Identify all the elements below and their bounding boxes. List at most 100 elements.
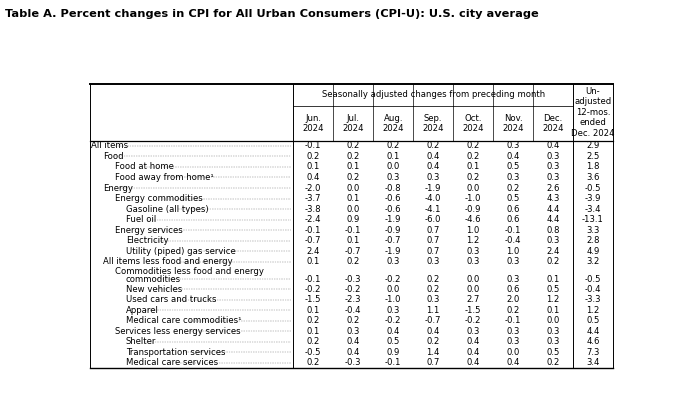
Text: 2.7: 2.7 — [466, 295, 479, 304]
Text: 0.2: 0.2 — [347, 173, 360, 182]
Text: -0.9: -0.9 — [465, 204, 482, 214]
Text: -0.1: -0.1 — [305, 226, 321, 234]
Text: 0.3: 0.3 — [426, 295, 440, 304]
Text: Utility (piped) gas service: Utility (piped) gas service — [126, 247, 235, 256]
Text: 0.1: 0.1 — [547, 275, 560, 284]
Text: Medical care services: Medical care services — [126, 358, 218, 367]
Text: Transportation services: Transportation services — [126, 348, 225, 357]
Text: 1.0: 1.0 — [506, 247, 520, 256]
Text: 0.7: 0.7 — [426, 247, 440, 256]
Text: Dec.
2024: Dec. 2024 — [542, 114, 564, 133]
Text: 4.4: 4.4 — [547, 204, 560, 214]
Text: 0.2: 0.2 — [426, 285, 440, 294]
Text: 0.2: 0.2 — [347, 152, 360, 161]
Text: 0.7: 0.7 — [426, 226, 440, 234]
Text: 0.4: 0.4 — [547, 141, 560, 150]
Text: -4.1: -4.1 — [425, 204, 441, 214]
Text: 0.2: 0.2 — [426, 275, 440, 284]
Text: 0.0: 0.0 — [347, 184, 360, 193]
Text: 0.3: 0.3 — [506, 257, 520, 266]
Text: 1.0: 1.0 — [466, 226, 479, 234]
Text: 3.4: 3.4 — [586, 358, 600, 367]
Text: -0.2: -0.2 — [305, 285, 321, 294]
Text: -0.6: -0.6 — [385, 194, 402, 203]
Text: 0.3: 0.3 — [386, 173, 400, 182]
Text: Seasonally adjusted changes from preceding month: Seasonally adjusted changes from precedi… — [321, 90, 544, 99]
Text: Oct.
2024: Oct. 2024 — [462, 114, 484, 133]
Text: 2.8: 2.8 — [586, 236, 600, 245]
Text: 0.4: 0.4 — [426, 152, 440, 161]
Text: -0.5: -0.5 — [585, 275, 601, 284]
Text: -0.5: -0.5 — [585, 184, 601, 193]
Text: 0.5: 0.5 — [506, 163, 520, 171]
Text: 0.3: 0.3 — [426, 257, 440, 266]
Text: Jun.
2024: Jun. 2024 — [302, 114, 324, 133]
Text: 0.5: 0.5 — [586, 316, 600, 325]
Text: 0.3: 0.3 — [547, 173, 560, 182]
Text: 3.2: 3.2 — [586, 257, 600, 266]
Text: 7.3: 7.3 — [586, 348, 600, 357]
Text: -1.5: -1.5 — [305, 295, 321, 304]
Text: 0.4: 0.4 — [466, 358, 479, 367]
Text: Services less energy services: Services less energy services — [115, 327, 240, 336]
Text: 3.6: 3.6 — [586, 173, 600, 182]
Text: 0.5: 0.5 — [547, 285, 560, 294]
Text: 0.2: 0.2 — [466, 141, 479, 150]
Text: 0.4: 0.4 — [426, 163, 440, 171]
Text: Energy commodities: Energy commodities — [115, 194, 202, 203]
Text: 0.3: 0.3 — [426, 173, 440, 182]
Text: -0.3: -0.3 — [345, 275, 361, 284]
Text: Food away from home¹: Food away from home¹ — [115, 173, 213, 182]
Text: Jul.
2024: Jul. 2024 — [343, 114, 364, 133]
Text: New vehicles: New vehicles — [126, 285, 182, 294]
Text: Gasoline (all types): Gasoline (all types) — [126, 204, 209, 214]
Text: 0.4: 0.4 — [347, 348, 360, 357]
Text: -0.1: -0.1 — [305, 275, 321, 284]
Text: 0.2: 0.2 — [306, 316, 320, 325]
Text: 0.2: 0.2 — [466, 173, 479, 182]
Text: All items: All items — [92, 141, 129, 150]
Text: Energy services: Energy services — [115, 226, 183, 234]
Text: commodities: commodities — [126, 275, 181, 284]
Text: Medical care commodities¹: Medical care commodities¹ — [126, 316, 241, 325]
Text: 0.5: 0.5 — [386, 337, 400, 347]
Text: 0.0: 0.0 — [547, 316, 560, 325]
Text: 0.2: 0.2 — [386, 141, 400, 150]
Text: 0.2: 0.2 — [347, 316, 360, 325]
Text: -2.0: -2.0 — [305, 184, 321, 193]
Text: 1.8: 1.8 — [586, 163, 600, 171]
Text: 0.0: 0.0 — [466, 275, 479, 284]
Text: 0.3: 0.3 — [506, 141, 520, 150]
Text: Sep.
2024: Sep. 2024 — [423, 114, 444, 133]
Text: -0.7: -0.7 — [425, 316, 441, 325]
Text: 0.1: 0.1 — [306, 327, 320, 336]
Text: 4.9: 4.9 — [586, 247, 600, 256]
Text: Energy: Energy — [103, 184, 133, 193]
Text: 1.1: 1.1 — [426, 306, 440, 315]
Text: 0.4: 0.4 — [506, 358, 520, 367]
Text: -3.3: -3.3 — [585, 295, 601, 304]
Text: 0.1: 0.1 — [466, 163, 479, 171]
Text: 0.0: 0.0 — [386, 163, 400, 171]
Text: 0.2: 0.2 — [506, 184, 520, 193]
Text: Aug.
2024: Aug. 2024 — [382, 114, 404, 133]
Text: -0.4: -0.4 — [345, 306, 361, 315]
Text: -3.8: -3.8 — [305, 204, 321, 214]
Text: 0.3: 0.3 — [547, 327, 560, 336]
Text: 0.3: 0.3 — [506, 275, 520, 284]
Text: 0.4: 0.4 — [426, 327, 440, 336]
Text: 0.1: 0.1 — [306, 257, 320, 266]
Text: 0.3: 0.3 — [466, 327, 479, 336]
Text: 0.3: 0.3 — [547, 163, 560, 171]
Text: Table A. Percent changes in CPI for All Urban Consumers (CPI-U): U.S. city avera: Table A. Percent changes in CPI for All … — [5, 9, 539, 19]
Text: 3.3: 3.3 — [586, 226, 600, 234]
Text: 0.3: 0.3 — [386, 306, 400, 315]
Text: 0.3: 0.3 — [466, 247, 479, 256]
Text: 0.7: 0.7 — [426, 236, 440, 245]
Text: -0.4: -0.4 — [505, 236, 521, 245]
Text: 2.5: 2.5 — [586, 152, 600, 161]
Text: 1.2: 1.2 — [586, 306, 600, 315]
Text: Nov.
2024: Nov. 2024 — [502, 114, 524, 133]
Text: 0.9: 0.9 — [347, 215, 360, 224]
Text: 0.1: 0.1 — [347, 194, 360, 203]
